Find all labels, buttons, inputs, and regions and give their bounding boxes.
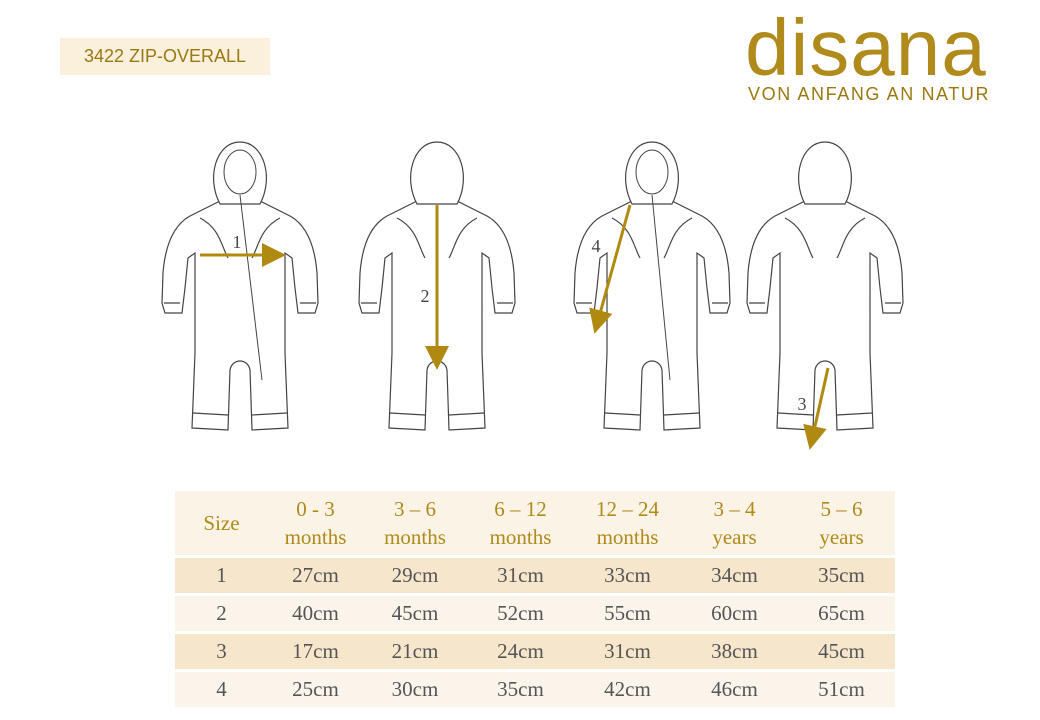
table-cell: 2: [175, 596, 268, 631]
header-text: years: [712, 525, 757, 549]
table-cell: 4: [175, 672, 268, 707]
table-cell: 34cm: [681, 558, 788, 593]
table-cell: 31cm: [574, 634, 681, 669]
header-cell: 6 – 12 months: [467, 491, 574, 555]
table-cell: 38cm: [681, 634, 788, 669]
table-cell: 35cm: [788, 558, 895, 593]
tagline: VON ANFANG AN NATUR: [748, 84, 991, 104]
header-text: 5 – 6: [820, 497, 863, 521]
table-cell: 42cm: [574, 672, 681, 707]
arrows: [200, 204, 830, 450]
table-cell: 65cm: [788, 596, 895, 631]
header-text: months: [384, 525, 446, 549]
logo: disana: [745, 3, 987, 92]
header-text: years: [819, 525, 864, 549]
product-label: 3422 ZIP-OVERALL: [60, 38, 270, 75]
table-cell: 46cm: [681, 672, 788, 707]
table-cell: 27cm: [268, 558, 363, 593]
table-cell: 40cm: [268, 596, 363, 631]
table-row: 4 25cm 30cm 35cm 42cm 46cm 51cm: [175, 672, 895, 707]
measure-label: 4: [592, 236, 601, 256]
header-cell: 5 – 6 years: [788, 491, 895, 555]
table-cell: 55cm: [574, 596, 681, 631]
header-row: Size 0 - 3 months 3 – 6 months 6 – 12 months 12…: [175, 491, 895, 555]
table-cell: 17cm: [268, 634, 363, 669]
header-text: months: [284, 525, 347, 549]
table-row: 2 40cm 45cm 52cm 55cm 60cm 65cm: [175, 596, 895, 631]
measure-label: 2: [421, 286, 430, 306]
table-row: 3 17cm 21cm 24cm 31cm 38cm 45cm: [175, 634, 895, 669]
figure-front-pockets: [573, 141, 731, 431]
table-cell: 31cm: [467, 558, 574, 593]
table-cell: 35cm: [467, 672, 574, 707]
table-cell: 30cm: [363, 672, 467, 707]
table-cell: 45cm: [788, 634, 895, 669]
header-text: months: [489, 525, 552, 549]
header-text: months: [596, 525, 659, 549]
table-cell: 25cm: [268, 672, 363, 707]
header-text: 3 – 6: [394, 497, 436, 521]
size-table: Size 0 - 3 months 3 – 6 months 6 – 12 months 12…: [175, 488, 895, 710]
table-cell: 3: [175, 634, 268, 669]
drawings: 1 2 4 3: [161, 141, 904, 450]
table-cell: 29cm: [363, 558, 467, 593]
table-row: 1 27cm 29cm 31cm 33cm 34cm 35cm: [175, 558, 895, 593]
header-text: 0 - 3: [296, 497, 335, 521]
table-cell: 45cm: [363, 596, 467, 631]
header-cell: Size: [175, 491, 268, 555]
table-cell: 51cm: [788, 672, 895, 707]
header-text: 3 – 4: [713, 497, 756, 521]
header-cell: 12 – 24 months: [574, 491, 681, 555]
header-text: 12 – 24: [596, 497, 659, 521]
measure-label: 3: [798, 394, 807, 414]
table-cell: 52cm: [467, 596, 574, 631]
table-cell: 21cm: [363, 634, 467, 669]
table-cell: 24cm: [467, 634, 574, 669]
measure-label: 1: [233, 232, 242, 252]
table-cell: 60cm: [681, 596, 788, 631]
table-cell: 33cm: [574, 558, 681, 593]
table-cell: 1: [175, 558, 268, 593]
header-cell: 3 – 6 months: [363, 491, 467, 555]
header-text: Size: [203, 511, 240, 535]
header-cell: 0 - 3 months: [268, 491, 363, 555]
header-text: 6 – 12: [494, 497, 547, 521]
header-cell: 3 – 4 years: [681, 491, 788, 555]
figure-front: [161, 141, 319, 431]
